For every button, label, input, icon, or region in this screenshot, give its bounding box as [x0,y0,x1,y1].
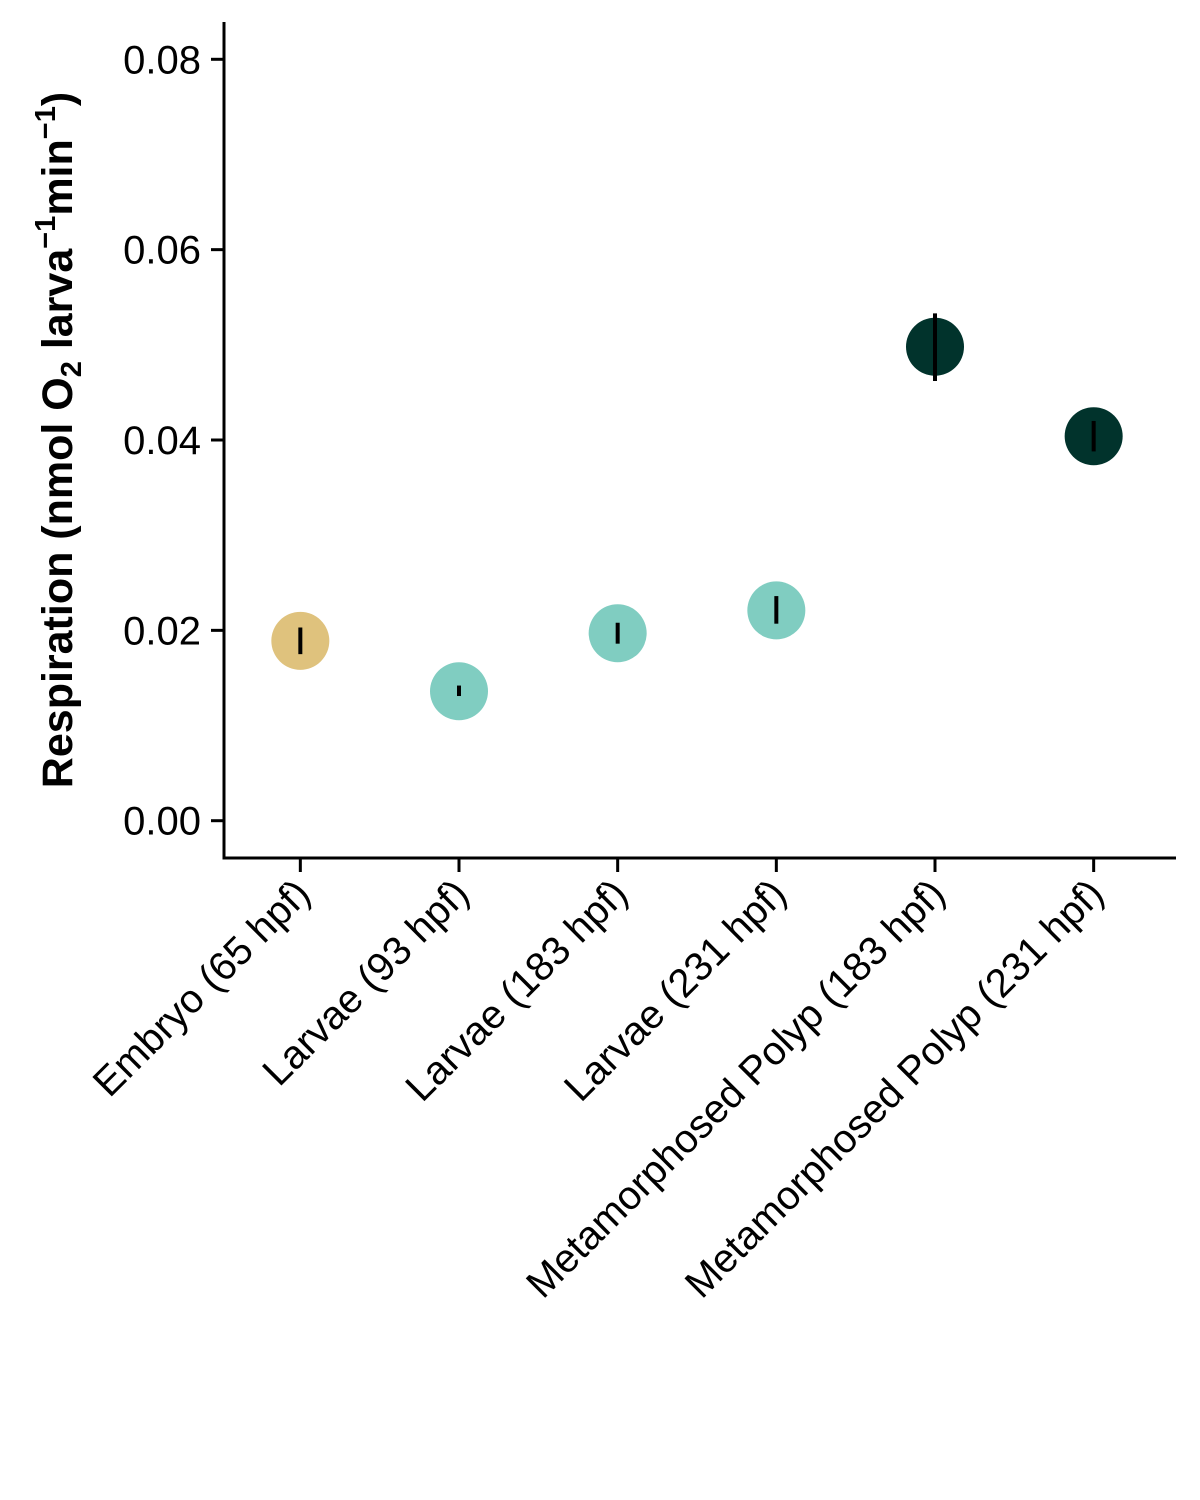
y-axis-ticks: 0.00 0.02 0.04 0.06 0.08 [123,38,224,844]
y-axis-title: Respiration (nmol O2 larva−1min−1) [30,92,88,788]
plot-marks [271,313,1123,721]
y-tick-label: 0.04 [123,419,201,463]
y-tick-label: 0.06 [123,229,201,273]
y-tick-label: 0.00 [123,800,201,844]
y-tick-label: 0.08 [123,38,201,82]
x-axis-ticks: Embryo (65 hpf)Larvae (93 hpf)Larvae (18… [85,858,1112,1306]
y-tick-label: 0.02 [123,609,201,653]
